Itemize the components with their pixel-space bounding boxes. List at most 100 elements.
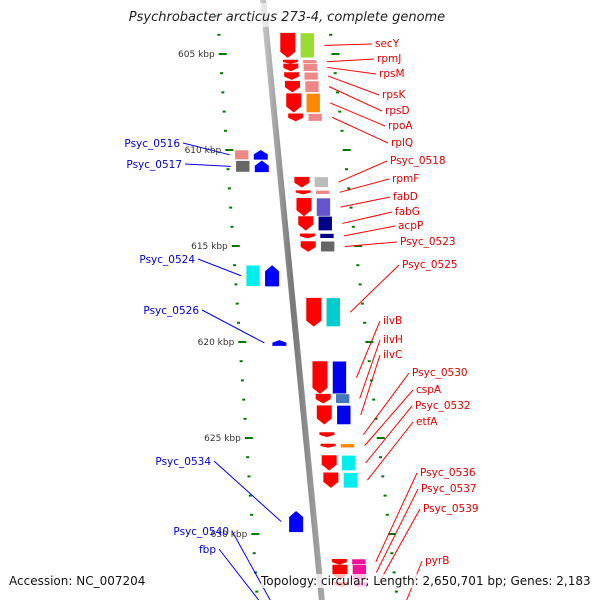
gene-cog-box[interactable]: [316, 197, 331, 217]
gene-label-psyc_0516[interactable]: Psyc_0516: [124, 138, 180, 150]
forward-gene-arrow[interactable]: [296, 198, 312, 217]
gene-label-psyc_0525[interactable]: Psyc_0525: [402, 259, 458, 271]
reverse-gene-arrow[interactable]: [265, 265, 280, 287]
minor-tick-left: [226, 168, 230, 171]
gene-cog-box[interactable]: [351, 558, 367, 566]
gene-label-psyc_0537[interactable]: Psyc_0537: [421, 483, 477, 495]
gene-label-pyrb[interactable]: pyrB: [425, 555, 449, 567]
gene-cog-box[interactable]: [307, 113, 323, 122]
kbp-scale-label: 615 kbp: [191, 242, 228, 252]
gene-label-rplq[interactable]: rplQ: [391, 137, 413, 149]
gene-cog-box[interactable]: [336, 405, 352, 425]
minor-tick-right: [381, 475, 385, 478]
forward-gene-arrow[interactable]: [284, 72, 300, 80]
gene-label-rpsk[interactable]: rpsK: [382, 89, 406, 101]
gene-label-cspa[interactable]: cspA: [416, 384, 442, 396]
reverse-gene-arrow[interactable]: [289, 510, 304, 533]
forward-gene-arrow[interactable]: [295, 190, 311, 195]
minor-tick-right: [358, 283, 362, 286]
gene-cog-box[interactable]: [304, 80, 320, 93]
gene-label-etfa[interactable]: etfA: [416, 416, 438, 428]
gene-label-rpoa[interactable]: rpoA: [388, 120, 413, 132]
gene-label-psyc_0536[interactable]: Psyc_0536: [420, 467, 476, 479]
forward-gene-arrow[interactable]: [316, 405, 332, 425]
gene-label-ilvh[interactable]: ilvH: [383, 334, 403, 346]
gene-label-psyc_0517[interactable]: Psyc_0517: [126, 159, 182, 171]
gene-cog-box[interactable]: [302, 63, 318, 72]
minor-tick-left: [239, 360, 243, 363]
gene-label-fabg[interactable]: fabG: [395, 206, 420, 218]
minor-tick-right: [329, 33, 333, 36]
gene-cog-box[interactable]: [335, 393, 350, 404]
gene-cog-box[interactable]: [340, 443, 355, 449]
forward-gene-arrow[interactable]: [283, 63, 299, 72]
gene-cog-box[interactable]: [317, 215, 333, 231]
minor-tick-left: [247, 475, 251, 478]
minor-tick-right: [347, 187, 351, 190]
gene-label-psyc_0532[interactable]: Psyc_0532: [415, 400, 471, 412]
gene-cog-box[interactable]: [325, 297, 341, 327]
gene-cog-box[interactable]: [303, 71, 319, 81]
forward-gene-arrow[interactable]: [284, 80, 300, 93]
gene-cog-box[interactable]: [314, 176, 329, 188]
gene-label-secy[interactable]: secY: [375, 38, 400, 50]
gene-cog-box[interactable]: [341, 454, 356, 471]
gene-label-rpsd[interactable]: rpsD: [385, 105, 410, 117]
gene-cog-box[interactable]: [245, 264, 261, 287]
gene-cog-box[interactable]: [319, 233, 335, 239]
gene-cog-box[interactable]: [234, 149, 250, 160]
reverse-gene-arrow[interactable]: [253, 150, 268, 160]
gene-cog-box[interactable]: [305, 93, 321, 113]
gene-cog-box[interactable]: [235, 160, 251, 173]
gene-cog-box[interactable]: [315, 190, 331, 195]
gene-label-psyc_0526[interactable]: Psyc_0526: [143, 305, 199, 317]
reverse-gene-arrow[interactable]: [254, 160, 269, 173]
forward-gene-arrow[interactable]: [315, 393, 331, 404]
map-title: Psychrobacter arcticus 273-4, complete g…: [129, 10, 445, 25]
gene-cog-box[interactable]: [302, 59, 318, 65]
forward-gene-arrow[interactable]: [306, 297, 322, 327]
minor-tick-right: [372, 398, 376, 401]
forward-gene-arrow[interactable]: [331, 558, 347, 565]
gene-label-acpp[interactable]: acpP: [398, 220, 423, 232]
gene-label-fbp[interactable]: fbp: [199, 544, 216, 556]
gene-label-psyc_0540[interactable]: Psyc_0540: [173, 526, 229, 538]
forward-gene-arrow[interactable]: [286, 93, 302, 113]
gene-cog-box[interactable]: [299, 32, 315, 59]
forward-gene-arrow[interactable]: [299, 233, 315, 239]
forward-gene-arrow[interactable]: [300, 241, 316, 252]
forward-gene-arrow[interactable]: [282, 59, 298, 64]
forward-gene-arrow[interactable]: [320, 443, 336, 448]
kbp-scale-label: 620 kbp: [198, 338, 235, 348]
gene-cog-box[interactable]: [343, 472, 358, 489]
minor-tick-left: [229, 206, 233, 209]
gene-label-psyc_0539[interactable]: Psyc_0539: [423, 503, 479, 515]
gene-label-psyc_0530[interactable]: Psyc_0530: [412, 367, 468, 379]
gene-label-psyc_0523[interactable]: Psyc_0523: [400, 236, 456, 248]
forward-gene-arrow[interactable]: [288, 113, 304, 122]
gene-label-ilvb[interactable]: ilvB: [383, 315, 402, 327]
forward-gene-arrow[interactable]: [294, 176, 310, 188]
forward-gene-arrow[interactable]: [312, 361, 328, 394]
minor-tick-right: [367, 360, 371, 363]
major-tick-right: [365, 341, 374, 343]
forward-gene-arrow[interactable]: [319, 432, 335, 438]
gene-label-fabd[interactable]: fabD: [393, 191, 418, 203]
gene-label-rpmf[interactable]: rpmF: [392, 173, 419, 185]
forward-gene-arrow[interactable]: [321, 455, 337, 471]
gene-label-leader: [344, 241, 398, 247]
gene-label-psyc_0518[interactable]: Psyc_0518: [390, 155, 446, 167]
gene-label-psyc_0524[interactable]: Psyc_0524: [139, 254, 195, 266]
reverse-gene-arrow[interactable]: [272, 340, 287, 346]
gene-label-leader: [331, 116, 389, 144]
gene-label-rpmj[interactable]: rpmJ: [377, 53, 401, 65]
gene-label-ilvc[interactable]: ilvC: [383, 349, 402, 361]
gene-label-leader: [182, 142, 230, 156]
gene-cog-box[interactable]: [332, 360, 347, 395]
gene-label-rpsm[interactable]: rpsM: [379, 68, 405, 80]
forward-gene-arrow[interactable]: [323, 472, 339, 488]
gene-cog-box[interactable]: [320, 240, 335, 253]
forward-gene-arrow[interactable]: [298, 216, 314, 231]
gene-label-psyc_0534[interactable]: Psyc_0534: [155, 456, 211, 468]
forward-gene-arrow[interactable]: [280, 32, 296, 58]
